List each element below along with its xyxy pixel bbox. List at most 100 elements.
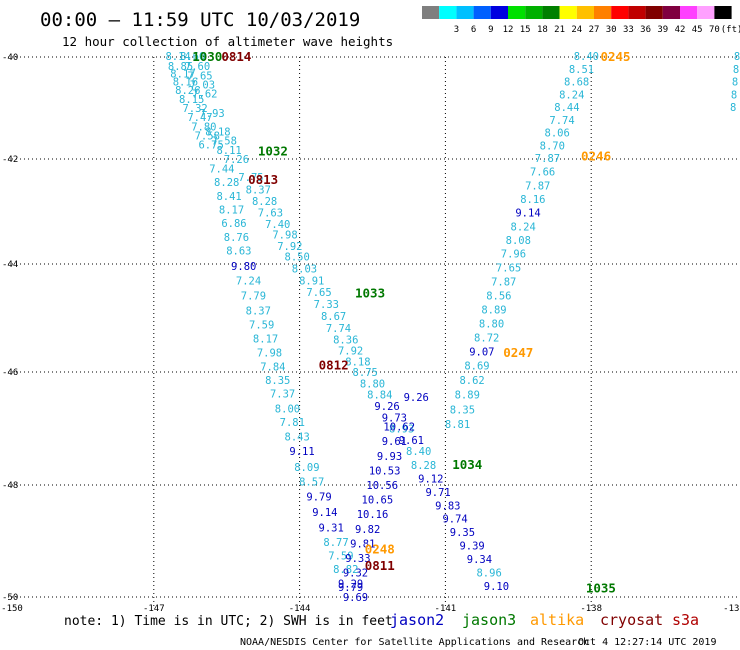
wave-height-sample: 8.18 xyxy=(345,356,370,368)
wave-height-sample: 8.80 xyxy=(479,318,504,330)
wave-height-sample: 7.92 xyxy=(277,241,302,253)
lat-tick-label: -48 xyxy=(2,481,18,491)
wave-height-sample: 9.26 xyxy=(374,401,399,413)
wave-height-sample: 6.75 xyxy=(198,140,223,152)
satellite-name: cryosat xyxy=(600,611,663,629)
wave-height-sample: 9.73 xyxy=(382,412,407,424)
wave-height-sample: 9.34 xyxy=(467,554,492,566)
wave-height-sample: 8.24 xyxy=(511,221,536,233)
wave-height-sample: 9.31 xyxy=(319,523,344,535)
wave-height-sample: 7.65 xyxy=(306,287,331,299)
wave-height-sample: 8.36 xyxy=(333,335,358,347)
generated-timestamp: Oct 4 12:27:14 UTC 2019 xyxy=(578,637,716,648)
wave-height-sample: 7.65 xyxy=(496,262,521,274)
pass-time-labels: 1030 0814 1032 0813 1033 0812 1034 1035 0245 0246… xyxy=(192,49,630,596)
wave-height-sample: 7.58 xyxy=(212,136,237,148)
legend-label: 30 xyxy=(606,25,617,35)
wave-height-sample: 7.81 xyxy=(280,417,305,429)
wave-height-sample: 9.79 xyxy=(306,491,331,503)
wave-height-sample: 7.98 xyxy=(257,348,282,360)
lon-tick-label: -147 xyxy=(143,604,165,614)
pass-time-label: 0248 xyxy=(365,541,395,556)
lat-tick-label: -50 xyxy=(2,593,18,603)
lon-tick-label: -150 xyxy=(1,604,23,614)
credit-line: NOAA/NESDIS Center for Satellite Applica… xyxy=(240,637,589,648)
lat-lon-grid xyxy=(8,56,737,606)
legend-label: 27 xyxy=(589,25,600,35)
wave-height-sample: 8.50 xyxy=(285,252,310,264)
wave-height-sample: 8.63 xyxy=(226,245,251,257)
wave-height-sample: 7.60 xyxy=(185,61,210,73)
satellite-name: jason2 xyxy=(390,611,444,629)
legend-label: 42 xyxy=(675,25,686,35)
wave-height-sample: 9.81 xyxy=(350,538,375,550)
legend-swatch xyxy=(490,6,508,19)
wave-height-sample: 8.28 xyxy=(411,460,436,472)
wave-height-sample: 9.71 xyxy=(425,487,450,499)
lat-tick-label: -42 xyxy=(2,155,18,165)
legend-label: 36 xyxy=(640,25,651,35)
wave-height-sample: 9.93 xyxy=(377,451,402,463)
legend-swatch xyxy=(662,6,680,19)
wave-height-sample: 9.11 xyxy=(289,446,314,458)
wave-height-sample: 8.68 xyxy=(564,77,589,89)
legend-swatch xyxy=(508,6,526,19)
pass-time-label: 0813 xyxy=(248,172,278,187)
wave-height-sample: 7.75 xyxy=(238,172,263,184)
wave-height-sample: 9.33 xyxy=(345,553,370,565)
legend-label: 24 xyxy=(571,25,582,35)
wave-height-sample: 8.16 xyxy=(520,194,545,206)
wave-height-sample: 8.84 xyxy=(367,390,392,402)
pass-time-label: 1030 xyxy=(192,49,222,64)
wave-height-sample: 10.56 xyxy=(366,480,398,492)
wave-height-sample: 8.44 xyxy=(554,102,579,114)
wave-height-sample: 7.24 xyxy=(236,275,261,287)
legend-swatch xyxy=(697,6,715,19)
wave-height-sample: 8.76 xyxy=(224,232,249,244)
legend-label: 39 xyxy=(657,25,668,35)
wave-height-sample: 8.62 xyxy=(459,375,484,387)
wave-height-sample: 7.40 xyxy=(265,219,290,231)
wave-height-sample: 7.66 xyxy=(530,167,555,179)
wave-height-sample: 8.75 xyxy=(353,367,378,379)
wave-height-sample: 7.58 xyxy=(195,131,220,143)
wave-height-sample: 7.59 xyxy=(328,551,353,563)
wave-height-sample: 8.69 xyxy=(464,361,489,373)
legend-label: 70 xyxy=(709,25,720,35)
lat-tick-label: -40 xyxy=(2,53,18,63)
wave-height-sample: 8.35 xyxy=(265,375,290,387)
legend-swatch xyxy=(594,6,612,19)
map-subtitle: 12 hour collection of altimeter wave hei… xyxy=(62,34,393,49)
lat-tick-label: -46 xyxy=(2,368,18,378)
wave-height-sample: 7.87 xyxy=(491,276,516,288)
wave-height-sample: 8.17 xyxy=(219,204,244,216)
wave-height-sample: 8.82 xyxy=(333,564,358,576)
wave-height-sample: 9.61 xyxy=(399,435,424,447)
pass-time-label: 1034 xyxy=(452,457,482,472)
wave-height-sample: 7.47 xyxy=(187,112,212,124)
wave-height-sample: 9.12 xyxy=(418,473,443,485)
legend-swatch xyxy=(439,6,457,19)
wave-height-sample: 8.09 xyxy=(294,462,319,474)
longitude-labels: -150 -147 -144 -141 -138 -135 xyxy=(1,604,740,614)
wave-height-sample: 10.53 xyxy=(369,465,401,477)
wave-height-sample: 7.84 xyxy=(260,362,285,374)
wave-height-sample: 7.87 xyxy=(525,180,550,192)
legend-label: 21 xyxy=(554,25,565,35)
wave-height-sample: 8.93 xyxy=(389,424,414,436)
wave-height-sample: 9.07 xyxy=(469,347,494,359)
legend-label: 45 xyxy=(692,25,703,35)
lon-tick-label: -135 xyxy=(723,604,740,614)
wave-height-sample: 8.67 xyxy=(321,311,346,323)
legend-label: 18 xyxy=(537,25,548,35)
wave-height-sample: 8.43 xyxy=(285,432,310,444)
wave-height-sample: 8.14 xyxy=(165,51,190,63)
wave-height-sample: 7.87 xyxy=(535,153,560,165)
legend-label: (ft) xyxy=(721,25,740,35)
wave-height-sample: 8 xyxy=(732,77,738,89)
wave-height-sample: 9.26 xyxy=(404,392,429,404)
wave-height-sample: 8.40 xyxy=(574,51,599,63)
pass-time-label: 0811 xyxy=(365,558,395,573)
